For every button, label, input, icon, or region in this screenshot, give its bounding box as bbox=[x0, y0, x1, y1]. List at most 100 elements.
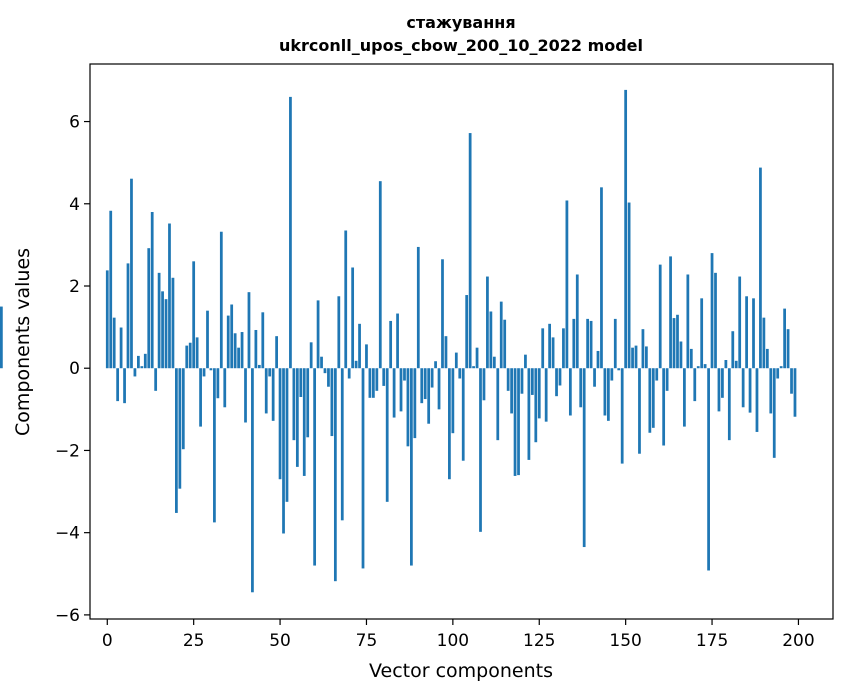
bar-19 bbox=[171, 277, 175, 369]
bar-127 bbox=[544, 368, 548, 422]
bar-152 bbox=[631, 347, 634, 369]
bar-65 bbox=[330, 368, 334, 437]
bar-79 bbox=[378, 181, 382, 369]
bar-51 bbox=[282, 368, 285, 534]
bar-130 bbox=[555, 368, 558, 397]
bar-157 bbox=[648, 368, 652, 433]
bar-75 bbox=[365, 344, 368, 369]
bar-103 bbox=[461, 368, 465, 461]
bar-158 bbox=[651, 368, 655, 428]
y-axis-label: Components values bbox=[12, 248, 34, 436]
bar-190 bbox=[762, 317, 766, 369]
bar-144 bbox=[603, 368, 607, 416]
bar-81 bbox=[385, 368, 389, 502]
bar-197 bbox=[786, 329, 790, 369]
bar-62 bbox=[320, 356, 323, 369]
x-tick-label-200: 200 bbox=[782, 631, 814, 651]
bar-122 bbox=[527, 368, 531, 460]
bar-146 bbox=[610, 368, 614, 381]
bar-47 bbox=[268, 368, 272, 377]
bar-128 bbox=[548, 323, 551, 369]
bar-5 bbox=[123, 368, 126, 404]
bar-109 bbox=[482, 368, 486, 401]
y-tick-label--4: −4 bbox=[55, 524, 80, 544]
bar-156 bbox=[645, 346, 648, 369]
bar-52 bbox=[285, 368, 289, 502]
bar-135 bbox=[572, 318, 576, 369]
bar-187 bbox=[752, 298, 755, 369]
bar-30 bbox=[209, 368, 213, 371]
bar-161 bbox=[662, 368, 666, 446]
bar-106 bbox=[472, 366, 475, 369]
chart-title-line-2: ukrconll_upos_cbow_200_10_2022 model bbox=[279, 36, 643, 55]
x-tick-label-175: 175 bbox=[696, 631, 728, 651]
x-tick-label-25: 25 bbox=[183, 631, 205, 651]
bar-40 bbox=[244, 368, 247, 423]
bar-58 bbox=[306, 368, 310, 438]
bar-87 bbox=[406, 368, 410, 447]
bar-20 bbox=[175, 368, 178, 513]
bar-193 bbox=[772, 368, 776, 458]
bar-195 bbox=[779, 366, 783, 369]
bar-171 bbox=[696, 366, 700, 369]
bar-136 bbox=[575, 274, 579, 369]
bar-50 bbox=[278, 368, 282, 480]
bar-100 bbox=[451, 368, 455, 434]
bar-194 bbox=[776, 368, 780, 379]
bar-93 bbox=[427, 368, 431, 424]
x-axis-label: Vector components bbox=[369, 660, 553, 682]
bar-111 bbox=[489, 311, 493, 369]
bar-61 bbox=[316, 300, 320, 369]
bar-77 bbox=[371, 368, 375, 398]
bar-97 bbox=[441, 259, 444, 369]
bar-179 bbox=[724, 360, 728, 369]
bar-173 bbox=[703, 364, 707, 369]
bar-176 bbox=[714, 272, 717, 369]
bar-53 bbox=[289, 96, 292, 369]
bar-140 bbox=[589, 320, 593, 369]
bar-10 bbox=[140, 366, 144, 369]
bar-169 bbox=[689, 348, 693, 369]
bar-85 bbox=[399, 368, 403, 412]
bar-89 bbox=[413, 368, 417, 439]
x-tick-label-100: 100 bbox=[437, 631, 469, 651]
bar-112 bbox=[492, 356, 496, 369]
bar-165 bbox=[676, 314, 679, 369]
x-axis-ticks: 0 25 50 75 100 125 150 175 200 bbox=[102, 619, 815, 651]
bar-88 bbox=[410, 368, 413, 566]
bar-148 bbox=[617, 368, 621, 371]
bar-132 bbox=[562, 328, 565, 369]
bar-175 bbox=[710, 253, 714, 369]
bar-18 bbox=[168, 223, 171, 369]
bar-29 bbox=[206, 310, 209, 369]
bar-99 bbox=[448, 368, 451, 480]
bar-121 bbox=[524, 354, 527, 369]
bar-45 bbox=[261, 312, 265, 369]
bar-124 bbox=[534, 368, 538, 443]
bar-170 bbox=[693, 368, 697, 402]
bar-147 bbox=[613, 318, 617, 369]
y-axis-ticks: −6 −4 −2 0 2 4 6 bbox=[55, 113, 90, 626]
bar-160 bbox=[658, 264, 662, 369]
y-tick-label-6: 6 bbox=[69, 113, 80, 133]
bar-41 bbox=[247, 292, 251, 369]
bar-14 bbox=[154, 368, 158, 391]
bar-178 bbox=[721, 368, 724, 398]
bar-172 bbox=[700, 298, 704, 369]
bar-185 bbox=[745, 296, 748, 369]
bar-98 bbox=[444, 336, 448, 369]
bar-57 bbox=[302, 368, 306, 476]
bar-32 bbox=[216, 368, 220, 399]
bar-4 bbox=[119, 327, 123, 369]
bar-27 bbox=[199, 368, 202, 427]
bar-36 bbox=[230, 304, 234, 369]
bar-118 bbox=[513, 368, 517, 476]
bar-39 bbox=[240, 332, 244, 369]
bar-192 bbox=[769, 368, 773, 414]
bar-17 bbox=[164, 299, 168, 369]
bar-43 bbox=[254, 329, 258, 369]
x-tick-label-125: 125 bbox=[523, 631, 555, 651]
bar-84 bbox=[396, 313, 399, 369]
y-tick-label--2: −2 bbox=[55, 441, 80, 461]
bar-83 bbox=[392, 368, 396, 418]
